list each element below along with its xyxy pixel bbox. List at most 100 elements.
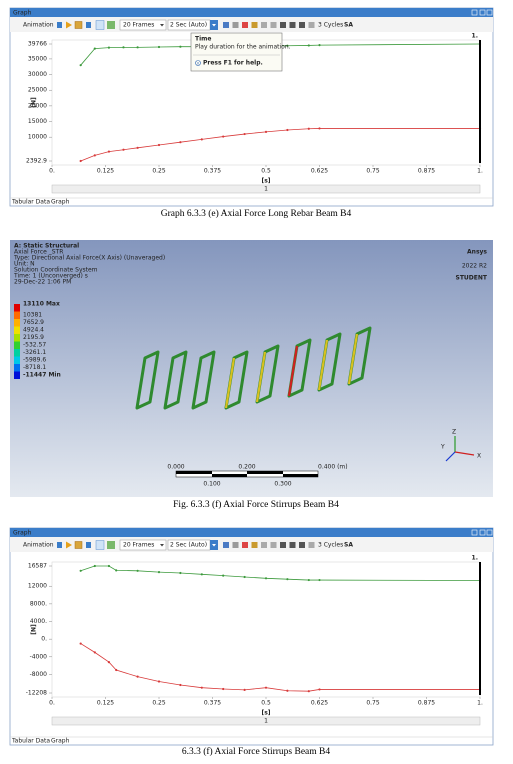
brand-edition: STUDENT bbox=[456, 275, 488, 282]
data-point bbox=[79, 569, 82, 572]
view-header: Solution Coordinate System bbox=[14, 267, 98, 274]
toolbar-icon[interactable] bbox=[261, 542, 267, 548]
data-point bbox=[222, 135, 225, 138]
window-button bbox=[486, 9, 493, 16]
legend-label: -8718.1 bbox=[23, 364, 46, 371]
legend-label: 4924.4 bbox=[23, 327, 44, 334]
tab[interactable]: Tabular Data bbox=[11, 738, 50, 745]
toolbar-icon[interactable] bbox=[223, 542, 229, 548]
rewind-button[interactable] bbox=[57, 22, 62, 28]
data-point bbox=[179, 683, 182, 687]
x-tick-label: 0.125 bbox=[97, 700, 114, 707]
scrollbar[interactable] bbox=[51, 716, 481, 726]
data-point bbox=[286, 44, 289, 47]
toolbar-icon[interactable] bbox=[299, 542, 305, 548]
toolbar-icon[interactable] bbox=[232, 22, 239, 28]
legend-swatch bbox=[14, 356, 20, 364]
toolbar-icon[interactable] bbox=[270, 542, 277, 548]
frames-combo[interactable] bbox=[119, 19, 167, 31]
view-header: A: Static Structural bbox=[14, 243, 79, 250]
rewind-button[interactable] bbox=[57, 542, 62, 548]
toolbar-icon[interactable] bbox=[289, 542, 296, 548]
window-button bbox=[479, 529, 486, 536]
toolbar-icon[interactable] bbox=[232, 542, 239, 548]
data-point bbox=[93, 154, 96, 157]
toolbar-icon[interactable] bbox=[280, 22, 286, 28]
data-point bbox=[122, 46, 125, 49]
step-button[interactable] bbox=[86, 542, 91, 548]
x-tick-label: 0. bbox=[49, 168, 55, 175]
stirrup bbox=[163, 350, 188, 410]
frames-combo[interactable] bbox=[119, 539, 167, 551]
triad-axis bbox=[445, 451, 456, 462]
tab-active[interactable]: Graph bbox=[51, 199, 70, 206]
toolbar-icon[interactable] bbox=[270, 22, 277, 28]
toolbar-icon[interactable] bbox=[242, 22, 248, 28]
tab[interactable]: Tabular Data bbox=[11, 199, 50, 206]
legend-label: -11447 Min bbox=[23, 372, 61, 379]
toolbar-icon[interactable] bbox=[261, 22, 267, 28]
mode-label: SA bbox=[344, 542, 353, 549]
scrollbar-label: 1 bbox=[264, 718, 268, 725]
x-tick-label: 0.625 bbox=[311, 700, 328, 707]
legend-label: 2195.9 bbox=[23, 334, 44, 341]
data-point bbox=[93, 47, 96, 50]
toolbar-icon[interactable] bbox=[251, 22, 258, 28]
data-point bbox=[243, 132, 246, 136]
scale-segment bbox=[283, 474, 318, 477]
data-point bbox=[157, 143, 161, 147]
stirrup bbox=[135, 350, 160, 410]
data-point bbox=[307, 44, 310, 47]
x-tick-label: 0.875 bbox=[418, 168, 435, 175]
window-button bbox=[486, 529, 493, 536]
step-button[interactable] bbox=[86, 22, 91, 28]
toolbar-icon[interactable] bbox=[299, 22, 305, 28]
toolbar-icon[interactable] bbox=[289, 22, 296, 28]
mode-button[interactable] bbox=[107, 541, 115, 549]
x-tick-label: 0.25 bbox=[152, 700, 166, 707]
y-tick-label: 8000. bbox=[30, 600, 47, 607]
play-button[interactable] bbox=[66, 21, 72, 29]
brand-logo: Ansys bbox=[467, 249, 487, 256]
toolbar-icon[interactable] bbox=[223, 22, 229, 28]
data-point bbox=[243, 688, 246, 691]
legend-swatch bbox=[14, 334, 20, 342]
info-icon bbox=[195, 60, 201, 66]
cursor-label: 1. bbox=[472, 33, 478, 40]
y-tick-label: -8000 bbox=[30, 671, 48, 678]
tooltip-help: Press F1 for help. bbox=[203, 60, 263, 67]
toolbar-icon[interactable] bbox=[280, 542, 286, 548]
stop-button[interactable] bbox=[74, 541, 83, 549]
x-tick-label: 0.75 bbox=[366, 700, 380, 707]
data-point bbox=[122, 148, 125, 151]
tab-active[interactable]: Graph bbox=[51, 738, 70, 745]
view-header: 29-Dec-22 1:06 PM bbox=[14, 279, 71, 286]
y-tick-label: -12208 bbox=[26, 690, 47, 697]
mode-button[interactable] bbox=[95, 540, 105, 550]
toolbar-icon[interactable] bbox=[251, 542, 258, 548]
scale-segment bbox=[247, 471, 283, 474]
scale-segment bbox=[176, 471, 212, 474]
toolbar-icon[interactable] bbox=[308, 22, 315, 28]
play-button[interactable] bbox=[66, 541, 72, 549]
mode-button[interactable] bbox=[107, 21, 115, 29]
x-axis-label: [s] bbox=[261, 178, 270, 185]
data-point bbox=[318, 44, 321, 47]
toolbar-icon[interactable] bbox=[308, 542, 315, 548]
data-point bbox=[115, 569, 118, 572]
scale-label: 0.300 bbox=[274, 481, 291, 488]
dropdown-arrow bbox=[212, 24, 216, 27]
mode-button[interactable] bbox=[95, 20, 105, 30]
y-tick-label: 20000 bbox=[28, 102, 47, 109]
data-point bbox=[136, 569, 139, 572]
x-tick-label: 0.375 bbox=[204, 168, 221, 175]
view-header: Type: Directional Axial Force(X Axis) (U… bbox=[13, 255, 165, 262]
x-tick-label: 0.375 bbox=[204, 700, 221, 707]
toolbar-label: Animation bbox=[23, 22, 54, 29]
data-point bbox=[107, 660, 111, 664]
toolbar-icon[interactable] bbox=[242, 542, 248, 548]
stop-button[interactable] bbox=[74, 21, 83, 29]
legend-label: -5989.6 bbox=[23, 357, 46, 364]
scrollbar[interactable] bbox=[51, 184, 481, 194]
